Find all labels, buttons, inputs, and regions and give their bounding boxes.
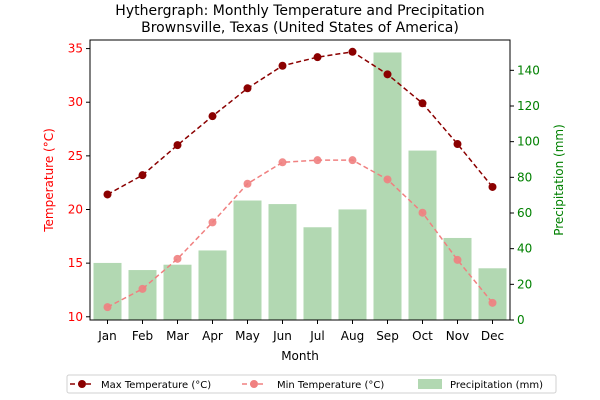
precipitation-bars: [93, 52, 507, 320]
x-tick-label-mar: Mar: [166, 329, 189, 343]
precip-bar-jun: [268, 204, 297, 320]
max-temp-point-oct: [418, 99, 427, 108]
tick-labels: 10 15 20 25 30 35 0 20 40 60 80 100 120 140 Jan Feb Mar A…: [68, 42, 540, 343]
max-temp-point-dec: [488, 182, 497, 191]
precip-bar-jan: [93, 262, 122, 320]
left-tick-label: 10: [68, 310, 83, 324]
min-temp-point-apr: [208, 218, 217, 227]
max-temp-point-nov: [453, 140, 462, 149]
max-temp-point-feb: [138, 171, 147, 180]
temperature-lines: [103, 47, 497, 312]
x-tick-label-may: May: [235, 329, 260, 343]
x-axis-label: Month: [281, 349, 319, 363]
right-tick-label: 100: [517, 135, 540, 149]
right-tick-label: 80: [517, 170, 532, 184]
precip-bar-nov: [443, 237, 472, 320]
right-axis-label: Precipitation (mm): [552, 124, 566, 236]
x-tick-label-oct: Oct: [412, 329, 433, 343]
min-temp-point-jun: [278, 158, 287, 167]
x-tick-label-jul: Jul: [309, 329, 324, 343]
max-temp-point-apr: [208, 112, 217, 121]
max-temp-point-jul: [313, 53, 322, 62]
min-temp-point-sep: [383, 175, 392, 184]
left-tick-label: 25: [68, 149, 83, 163]
right-tick-label: 120: [517, 99, 540, 113]
min-temp-point-may: [243, 179, 252, 188]
precip-bar-feb: [128, 270, 157, 320]
precip-bar-may: [233, 200, 262, 320]
max-temp-point-jan: [103, 190, 112, 199]
left-tick-label: 20: [68, 203, 83, 217]
min-temp-point-jul: [313, 156, 322, 165]
chart-subtitle: Brownsville, Texas (United States of Ame…: [141, 20, 459, 36]
x-tick-label-apr: Apr: [202, 329, 223, 343]
x-tick-label-aug: Aug: [341, 329, 364, 343]
x-tick-label-jun: Jun: [272, 329, 292, 343]
right-tick-label: 140: [517, 63, 540, 77]
x-tick-label-jan: Jan: [97, 329, 117, 343]
max-temp-point-aug: [348, 47, 357, 56]
x-tick-label-nov: Nov: [446, 329, 469, 343]
precip-bar-sep: [373, 52, 402, 320]
precip-bar-apr: [198, 250, 227, 320]
right-tick-label: 20: [517, 277, 532, 291]
x-tick-label-feb: Feb: [132, 329, 153, 343]
min-temp-point-jan: [103, 303, 112, 312]
right-tick-label: 60: [517, 206, 532, 220]
chart-title: Hythergraph: Monthly Temperature and Pre…: [115, 3, 484, 19]
min-temp-point-aug: [348, 156, 357, 165]
max-temperature-line: [107, 51, 494, 196]
legend-min-label: Min Temperature (°C): [277, 380, 384, 391]
x-tick-label-dec: Dec: [481, 329, 504, 343]
legend-min-marker: [250, 380, 258, 388]
right-tick-label: 0: [517, 313, 525, 327]
precip-bar-jul: [303, 227, 332, 320]
max-temp-point-sep: [383, 70, 392, 79]
legend-precip-swatch: [418, 379, 442, 389]
min-temp-point-dec: [488, 298, 497, 307]
legend: Max Temperature (°C) Min Temperature (°C…: [66, 374, 557, 394]
left-axis-label: Temperature (°C): [42, 128, 56, 233]
legend-precip-label: Precipitation (mm): [450, 380, 543, 391]
plot-frame: [89, 39, 511, 321]
axes: [86, 39, 514, 324]
precip-bar-aug: [338, 209, 367, 320]
max-temp-point-may: [243, 84, 252, 93]
right-tick-label: 40: [517, 242, 532, 256]
legend-max-marker: [78, 380, 86, 388]
min-temp-point-oct: [418, 208, 427, 217]
x-tick-label-sep: Sep: [376, 329, 399, 343]
left-tick-label: 30: [68, 95, 83, 109]
precip-bar-dec: [478, 268, 507, 320]
left-tick-label: 35: [68, 42, 83, 56]
min-temp-point-nov: [453, 255, 462, 264]
max-temp-point-jun: [278, 61, 287, 70]
min-temp-point-feb: [138, 284, 147, 293]
min-temp-point-mar: [173, 254, 182, 263]
max-temp-point-mar: [173, 141, 182, 150]
legend-max-label: Max Temperature (°C): [101, 380, 211, 391]
left-tick-label: 15: [68, 256, 83, 270]
precip-bar-oct: [408, 150, 437, 320]
precip-bar-mar: [163, 264, 192, 320]
